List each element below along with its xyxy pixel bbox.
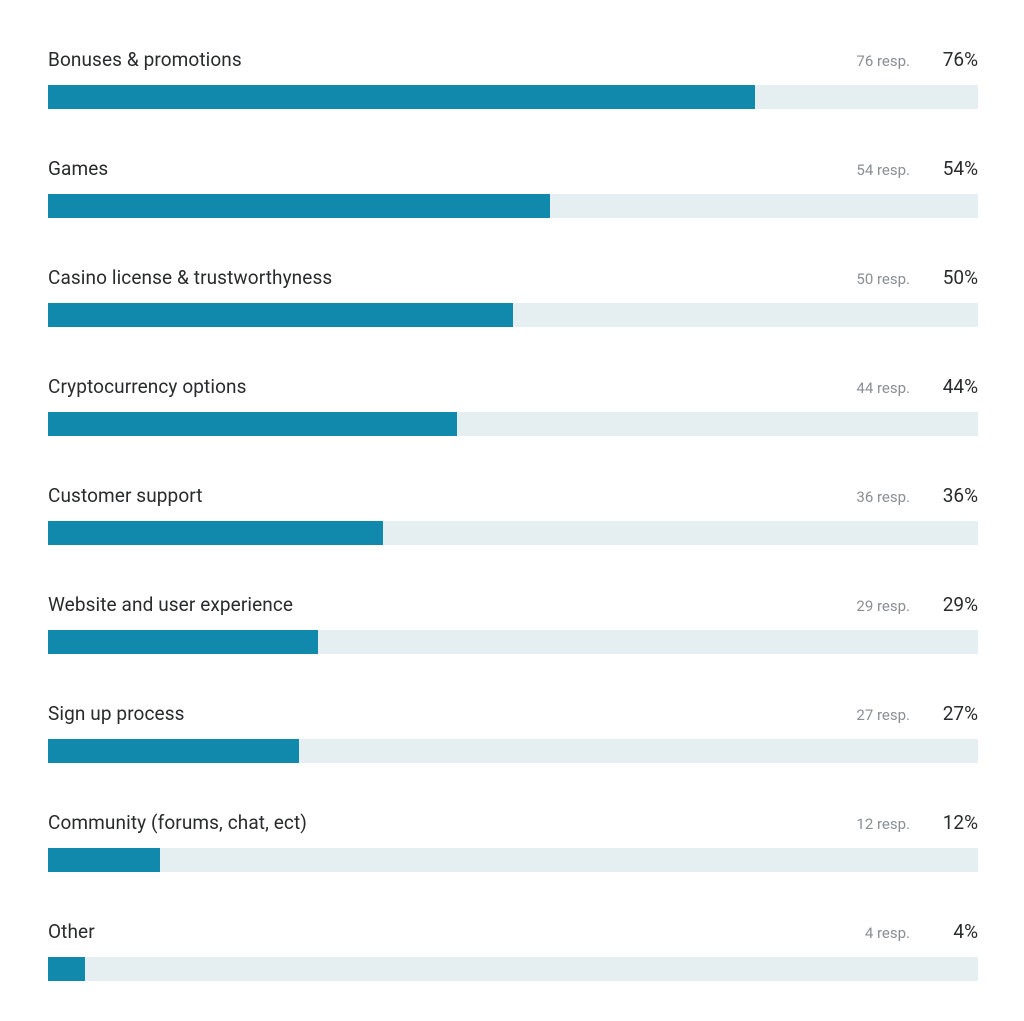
bar-meta: 76 resp. 76%	[856, 48, 978, 71]
bar-row: Community (forums, chat, ect) 12 resp. 12%	[48, 811, 978, 872]
percent-label: 76%	[934, 48, 978, 71]
bar-header: Bonuses & promotions 76 resp. 76%	[48, 48, 978, 71]
bar-meta: 27 resp. 27%	[856, 702, 978, 725]
survey-bar-chart: Bonuses & promotions 76 resp. 76% Games 54 r…	[48, 48, 978, 981]
bar-meta: 54 resp. 54%	[856, 157, 978, 180]
bar-track	[48, 194, 978, 218]
bar-row: Cryptocurrency options 44 resp. 44%	[48, 375, 978, 436]
percent-label: 4%	[934, 920, 978, 943]
bar-row: Bonuses & promotions 76 resp. 76%	[48, 48, 978, 109]
bar-track	[48, 739, 978, 763]
response-count: 54 resp.	[856, 161, 910, 179]
bar-header: Customer support 36 resp. 36%	[48, 484, 978, 507]
bar-meta: 44 resp. 44%	[856, 375, 978, 398]
bar-header: Website and user experience 29 resp. 29%	[48, 593, 978, 616]
bar-track	[48, 957, 978, 981]
bar-label: Community (forums, chat, ect)	[48, 811, 307, 834]
bar-header: Cryptocurrency options 44 resp. 44%	[48, 375, 978, 398]
bar-meta: 29 resp. 29%	[856, 593, 978, 616]
bar-fill	[48, 957, 85, 981]
percent-label: 27%	[934, 702, 978, 725]
bar-meta: 36 resp. 36%	[856, 484, 978, 507]
bar-fill	[48, 85, 755, 109]
percent-label: 36%	[934, 484, 978, 507]
percent-label: 29%	[934, 593, 978, 616]
bar-track	[48, 303, 978, 327]
bar-label: Website and user experience	[48, 593, 293, 616]
bar-row: Customer support 36 resp. 36%	[48, 484, 978, 545]
response-count: 29 resp.	[856, 597, 910, 615]
percent-label: 54%	[934, 157, 978, 180]
bar-track	[48, 848, 978, 872]
bar-header: Community (forums, chat, ect) 12 resp. 12%	[48, 811, 978, 834]
bar-label: Other	[48, 920, 95, 943]
bar-row: Games 54 resp. 54%	[48, 157, 978, 218]
bar-meta: 12 resp. 12%	[856, 811, 978, 834]
bar-label: Casino license & trustworthyness	[48, 266, 332, 289]
bar-label: Sign up process	[48, 702, 185, 725]
bar-header: Casino license & trustworthyness 50 resp.…	[48, 266, 978, 289]
response-count: 36 resp.	[856, 488, 910, 506]
bar-meta: 4 resp. 4%	[865, 920, 978, 943]
percent-label: 12%	[934, 811, 978, 834]
response-count: 4 resp.	[865, 924, 910, 942]
bar-track	[48, 412, 978, 436]
bar-track	[48, 521, 978, 545]
response-count: 27 resp.	[856, 706, 910, 724]
bar-fill	[48, 194, 550, 218]
bar-fill	[48, 521, 383, 545]
bar-fill	[48, 848, 160, 872]
response-count: 12 resp.	[856, 815, 910, 833]
bar-fill	[48, 412, 457, 436]
bar-row: Website and user experience 29 resp. 29%	[48, 593, 978, 654]
bar-meta: 50 resp. 50%	[856, 266, 978, 289]
bar-fill	[48, 303, 513, 327]
bar-fill	[48, 630, 318, 654]
response-count: 76 resp.	[856, 52, 910, 70]
bar-track	[48, 630, 978, 654]
bar-track	[48, 85, 978, 109]
percent-label: 50%	[934, 266, 978, 289]
bar-fill	[48, 739, 299, 763]
bar-header: Sign up process 27 resp. 27%	[48, 702, 978, 725]
bar-header: Other 4 resp. 4%	[48, 920, 978, 943]
response-count: 50 resp.	[856, 270, 910, 288]
response-count: 44 resp.	[856, 379, 910, 397]
bar-label: Customer support	[48, 484, 203, 507]
bar-row: Other 4 resp. 4%	[48, 920, 978, 981]
bar-row: Sign up process 27 resp. 27%	[48, 702, 978, 763]
percent-label: 44%	[934, 375, 978, 398]
bar-header: Games 54 resp. 54%	[48, 157, 978, 180]
bar-label: Bonuses & promotions	[48, 48, 242, 71]
bar-label: Cryptocurrency options	[48, 375, 247, 398]
bar-row: Casino license & trustworthyness 50 resp.…	[48, 266, 978, 327]
bar-label: Games	[48, 157, 108, 180]
